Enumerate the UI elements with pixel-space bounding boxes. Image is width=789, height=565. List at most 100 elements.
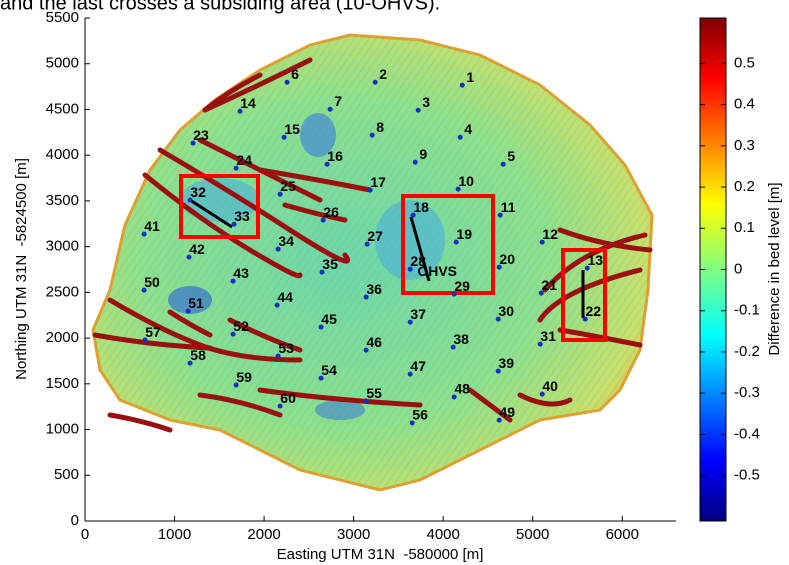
site-label: 43 (233, 265, 249, 281)
site-label: 10 (458, 173, 474, 189)
x-tick-label: 3000 (337, 526, 370, 543)
site-label: 60 (280, 390, 296, 406)
site-marker (453, 239, 459, 245)
site-marker (318, 324, 324, 330)
site-label: 32 (190, 184, 206, 200)
site-marker (274, 302, 280, 308)
colorbar-tick-label: -0.2 (734, 343, 760, 360)
site-label: 25 (280, 178, 296, 194)
site-label: 7 (334, 93, 342, 109)
site-marker (539, 391, 545, 397)
site-marker (141, 287, 147, 293)
site-label: 24 (236, 152, 252, 168)
colorbar-tick-label: -0.1 (734, 302, 760, 319)
site-label: 42 (189, 241, 205, 257)
site-label: 2 (379, 66, 387, 82)
site-marker (415, 107, 421, 113)
site-label: 28 (410, 253, 426, 269)
site-marker (537, 341, 543, 347)
site-label: 18 (413, 199, 429, 215)
y-tick-label: 1000 (46, 421, 79, 438)
site-marker (230, 331, 236, 337)
site-marker (364, 241, 370, 247)
site-label: 44 (277, 289, 293, 305)
site-marker (412, 159, 418, 165)
site-label: 54 (321, 362, 337, 378)
site-label: 19 (456, 226, 472, 242)
site-marker (455, 186, 461, 192)
site-marker (407, 319, 413, 325)
site-marker (497, 212, 503, 218)
site-label: 41 (144, 218, 160, 234)
site-label: 9 (419, 146, 427, 162)
site-marker (538, 290, 544, 296)
site-label: 30 (498, 303, 514, 319)
site-label: 5 (507, 148, 515, 164)
colorbar-label: Difference in bed level [m] (766, 182, 783, 355)
site-label: 8 (376, 119, 384, 135)
site-marker (327, 106, 333, 112)
site-marker (277, 403, 283, 409)
map-surface (91, 33, 654, 492)
site-label: 1 (466, 69, 474, 85)
site-label: 29 (454, 278, 470, 294)
y-tick-label: 2500 (46, 283, 79, 300)
site-marker (186, 254, 192, 260)
y-tick-label: 4000 (46, 146, 79, 163)
site-label: 56 (412, 407, 428, 423)
site-marker (500, 161, 506, 167)
site-marker (363, 347, 369, 353)
site-marker (187, 360, 193, 366)
site-label: 33 (234, 208, 250, 224)
site-marker (372, 79, 378, 85)
site-label: 53 (278, 340, 294, 356)
site-marker (230, 278, 236, 284)
site-label: 6 (291, 66, 299, 82)
site-marker (363, 398, 369, 404)
site-label: 13 (587, 252, 603, 268)
site-label: 15 (284, 121, 300, 137)
site-marker (459, 82, 465, 88)
site-marker (495, 368, 501, 374)
site-marker (495, 316, 501, 322)
site-label: 38 (453, 331, 469, 347)
site-marker (496, 417, 502, 423)
site-marker (142, 337, 148, 343)
site-label: 40 (542, 378, 558, 394)
colorbar-tick-label: 0.3 (734, 137, 755, 154)
y-tick-label: 4500 (46, 100, 79, 117)
site-marker (363, 294, 369, 300)
site-label: 21 (541, 277, 557, 293)
colorbar-tick-label: 0.5 (734, 54, 755, 71)
site-label: 35 (322, 256, 338, 272)
transects (189, 198, 585, 318)
site-label: 14 (240, 95, 256, 111)
site-marker (584, 265, 590, 271)
x-axis-title: Easting UTM 31N -580000 [m] (277, 546, 484, 563)
site-marker (319, 269, 325, 275)
x-tick-label: 2000 (247, 526, 280, 543)
site-label: 46 (366, 334, 382, 350)
site-label: 47 (410, 358, 426, 374)
site-label: 3 (422, 94, 430, 110)
site-marker (141, 231, 147, 237)
site-label: 17 (370, 174, 386, 190)
y-tick-label: 2000 (46, 329, 79, 346)
site-marker (457, 134, 463, 140)
site-label: 20 (499, 251, 515, 267)
site-label: 37 (410, 306, 426, 322)
x-tick-label: 5000 (516, 526, 549, 543)
site-label: 22 (585, 303, 601, 319)
site-marker (582, 316, 588, 322)
x-tick-label: 1000 (158, 526, 191, 543)
site-label: 26 (323, 204, 339, 220)
site-marker (409, 420, 415, 426)
site-marker (451, 291, 457, 297)
colorbar-tick-label: -0.3 (734, 384, 760, 401)
site-marker (275, 353, 281, 359)
site-marker (320, 217, 326, 223)
site-marker (324, 161, 330, 167)
colorbar-tick-label: 0 (734, 260, 742, 277)
site-marker (407, 371, 413, 377)
